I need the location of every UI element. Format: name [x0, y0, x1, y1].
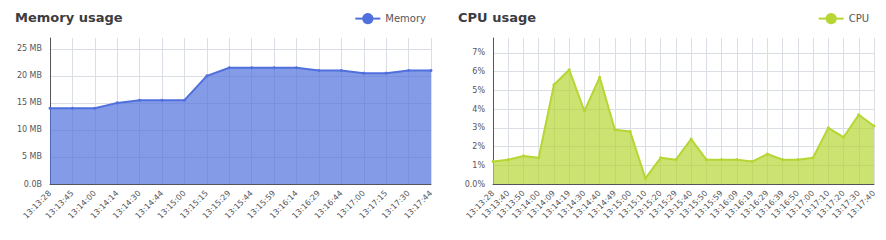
svg-text:13:15:15: 13:15:15 [178, 188, 211, 221]
svg-text:13:14:00: 13:14:00 [66, 188, 98, 221]
svg-text:13:17:00: 13:17:00 [335, 188, 367, 221]
svg-text:6%: 6% [472, 67, 485, 76]
svg-text:13:14:30: 13:14:30 [111, 188, 143, 221]
svg-text:13:16:14: 13:16:14 [268, 188, 300, 221]
svg-text:13:13:40: 13:13:40 [479, 188, 512, 221]
svg-text:13:16:44: 13:16:44 [312, 188, 345, 221]
svg-text:2%: 2% [472, 142, 485, 151]
svg-text:13:15:59: 13:15:59 [693, 188, 725, 221]
svg-text:7%: 7% [472, 48, 485, 57]
svg-text:20 MB: 20 MB [17, 71, 42, 80]
svg-text:13:17:40: 13:17:40 [845, 189, 877, 221]
svg-text:13:14:00: 13:14:00 [510, 188, 542, 221]
svg-text:13:17:30: 13:17:30 [380, 188, 412, 221]
svg-text:13:15:29: 13:15:29 [200, 188, 233, 221]
svg-text:1%: 1% [472, 161, 485, 170]
svg-text:13:15:40: 13:15:40 [662, 188, 695, 221]
svg-text:4%: 4% [472, 105, 485, 114]
svg-text:13:17:20: 13:17:20 [815, 188, 847, 221]
svg-text:10 MB: 10 MB [17, 125, 42, 134]
svg-text:CPU: CPU [849, 13, 869, 24]
svg-text:5 MB: 5 MB [22, 152, 42, 161]
svg-text:3%: 3% [472, 123, 485, 132]
svg-text:13:13:50: 13:13:50 [494, 188, 527, 221]
svg-text:5%: 5% [472, 86, 485, 95]
svg-text:13:15:29: 13:15:29 [647, 188, 680, 221]
svg-text:13:14:19: 13:14:19 [540, 188, 573, 221]
svg-text:25 MB: 25 MB [17, 44, 42, 53]
svg-text:13:16:09: 13:16:09 [708, 188, 740, 221]
svg-text:13:14:40: 13:14:40 [571, 188, 603, 221]
svg-text:13:16:50: 13:16:50 [769, 188, 801, 221]
svg-text:13:16:29: 13:16:29 [290, 188, 323, 221]
svg-text:13:13:28: 13:13:28 [21, 188, 54, 221]
svg-text:13:16:29: 13:16:29 [738, 188, 771, 221]
svg-text:13:15:59: 13:15:59 [245, 188, 278, 221]
svg-text:15 MB: 15 MB [17, 98, 42, 107]
svg-text:13:17:15: 13:17:15 [357, 188, 390, 221]
svg-text:13:17:44: 13:17:44 [402, 189, 434, 221]
svg-text:13:16:19: 13:16:19 [723, 188, 756, 221]
svg-text:13:14:14: 13:14:14 [88, 188, 121, 221]
svg-text:13:14:30: 13:14:30 [555, 188, 588, 221]
svg-text:13:16:39: 13:16:39 [754, 188, 786, 221]
svg-text:13:17:00: 13:17:00 [784, 188, 817, 221]
svg-text:13:17:10: 13:17:10 [799, 188, 832, 221]
svg-text:13:15:44: 13:15:44 [223, 188, 255, 221]
svg-text:13:15:00: 13:15:00 [155, 188, 188, 221]
svg-text:13:13:28: 13:13:28 [464, 188, 497, 221]
svg-text:13:13:45: 13:13:45 [43, 188, 76, 221]
svg-text:Memory usage: Memory usage [15, 10, 123, 25]
svg-text:0.0%: 0.0% [465, 180, 486, 189]
svg-text:13:14:44: 13:14:44 [133, 188, 166, 221]
svg-text:13:15:10: 13:15:10 [616, 188, 649, 221]
svg-text:0.0B: 0.0B [24, 180, 42, 189]
svg-text:13:15:50: 13:15:50 [677, 188, 710, 221]
svg-text:CPU usage: CPU usage [458, 10, 536, 25]
svg-text:13:15:20: 13:15:20 [632, 188, 664, 221]
svg-text:13:14:49: 13:14:49 [586, 188, 619, 221]
svg-text:13:14:09: 13:14:09 [525, 188, 558, 221]
svg-text:13:15:00: 13:15:00 [601, 188, 634, 221]
svg-text:Memory: Memory [385, 13, 426, 24]
svg-text:13:17:30: 13:17:30 [830, 188, 862, 221]
